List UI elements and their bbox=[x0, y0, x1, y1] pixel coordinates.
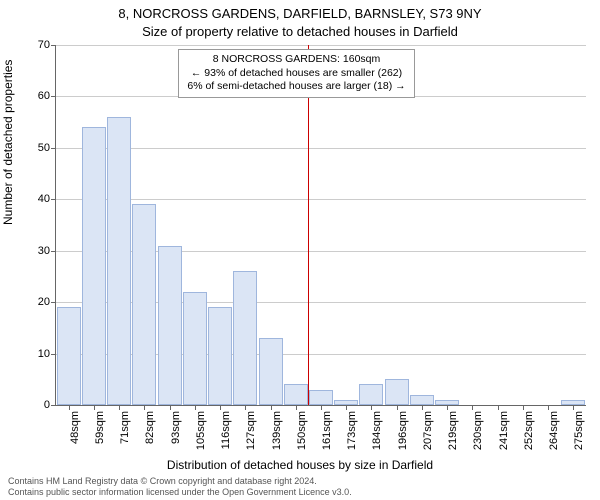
xtick-label: 207sqm bbox=[422, 411, 434, 450]
ytick-label: 70 bbox=[38, 39, 50, 51]
chart-title-line1: 8, NORCROSS GARDENS, DARFIELD, BARNSLEY,… bbox=[0, 6, 600, 21]
xtick-mark bbox=[548, 405, 549, 410]
bars-container bbox=[56, 45, 586, 405]
bar bbox=[107, 117, 131, 405]
xtick-label: 264sqm bbox=[548, 411, 560, 450]
bar bbox=[561, 400, 585, 405]
xtick-mark bbox=[271, 405, 272, 410]
xtick-mark bbox=[195, 405, 196, 410]
xtick-mark bbox=[498, 405, 499, 410]
ytick-label: 10 bbox=[38, 348, 50, 360]
y-axis-label: Number of detached properties bbox=[1, 60, 15, 225]
xtick-mark bbox=[94, 405, 95, 410]
annotation-line-2: ← 93% of detached houses are smaller (26… bbox=[187, 67, 405, 81]
annotation-box: 8 NORCROSS GARDENS: 160sqm ← 93% of deta… bbox=[178, 49, 414, 98]
xtick-mark bbox=[170, 405, 171, 410]
x-axis-label: Distribution of detached houses by size … bbox=[0, 458, 600, 472]
xtick-mark bbox=[144, 405, 145, 410]
xtick-label: 105sqm bbox=[195, 411, 207, 450]
annotation-line-3: 6% of semi-detached houses are larger (1… bbox=[187, 80, 405, 94]
xtick-mark bbox=[220, 405, 221, 410]
xtick-mark bbox=[523, 405, 524, 410]
xtick-mark bbox=[422, 405, 423, 410]
xtick-label: 150sqm bbox=[296, 411, 308, 450]
chart-title-line2: Size of property relative to detached ho… bbox=[0, 24, 600, 39]
bar bbox=[82, 127, 106, 405]
bar bbox=[334, 400, 358, 405]
xtick-mark bbox=[573, 405, 574, 410]
bar bbox=[359, 384, 383, 405]
xtick-mark bbox=[346, 405, 347, 410]
bar bbox=[385, 379, 409, 405]
ytick-label: 20 bbox=[38, 296, 50, 308]
ytick-label: 0 bbox=[44, 399, 50, 411]
footer-attribution: Contains HM Land Registry data © Crown c… bbox=[8, 476, 592, 498]
xtick-label: 127sqm bbox=[245, 411, 257, 450]
xtick-mark bbox=[69, 405, 70, 410]
xtick-label: 241sqm bbox=[498, 411, 510, 450]
bar bbox=[435, 400, 459, 405]
xtick-mark bbox=[296, 405, 297, 410]
xtick-mark bbox=[472, 405, 473, 410]
xtick-label: 139sqm bbox=[271, 411, 283, 450]
ytick-label: 50 bbox=[38, 142, 50, 154]
bar bbox=[183, 292, 207, 405]
ytick-mark bbox=[51, 405, 56, 406]
footer-line-2: Contains public sector information licen… bbox=[8, 487, 592, 498]
xtick-label: 219sqm bbox=[447, 411, 459, 450]
xtick-label: 161sqm bbox=[321, 411, 333, 450]
bar bbox=[284, 384, 308, 405]
reference-line bbox=[308, 45, 309, 405]
xtick-label: 173sqm bbox=[346, 411, 358, 450]
bar bbox=[233, 271, 257, 405]
bar bbox=[132, 204, 156, 405]
bar bbox=[158, 246, 182, 405]
xtick-label: 59sqm bbox=[94, 411, 106, 444]
plot-area: 8 NORCROSS GARDENS: 160sqm ← 93% of deta… bbox=[55, 45, 586, 406]
bar bbox=[208, 307, 232, 405]
annotation-line-1: 8 NORCROSS GARDENS: 160sqm bbox=[187, 53, 405, 67]
xtick-label: 275sqm bbox=[573, 411, 585, 450]
ytick-label: 40 bbox=[38, 193, 50, 205]
xtick-label: 252sqm bbox=[523, 411, 535, 450]
xtick-label: 196sqm bbox=[397, 411, 409, 450]
ytick-label: 30 bbox=[38, 245, 50, 257]
ytick-label: 60 bbox=[38, 90, 50, 102]
xtick-mark bbox=[371, 405, 372, 410]
bar bbox=[57, 307, 81, 405]
xtick-label: 116sqm bbox=[220, 411, 232, 449]
xtick-mark bbox=[119, 405, 120, 410]
xtick-label: 93sqm bbox=[170, 411, 182, 444]
xtick-mark bbox=[447, 405, 448, 410]
xtick-label: 82sqm bbox=[144, 411, 156, 444]
bar bbox=[259, 338, 283, 405]
footer-line-1: Contains HM Land Registry data © Crown c… bbox=[8, 476, 592, 487]
xtick-mark bbox=[397, 405, 398, 410]
xtick-label: 71sqm bbox=[119, 411, 131, 444]
xtick-mark bbox=[321, 405, 322, 410]
xtick-label: 48sqm bbox=[69, 411, 81, 444]
xtick-mark bbox=[245, 405, 246, 410]
xtick-label: 184sqm bbox=[371, 411, 383, 450]
xtick-label: 230sqm bbox=[472, 411, 484, 450]
bar bbox=[410, 395, 434, 405]
bar bbox=[309, 390, 333, 405]
